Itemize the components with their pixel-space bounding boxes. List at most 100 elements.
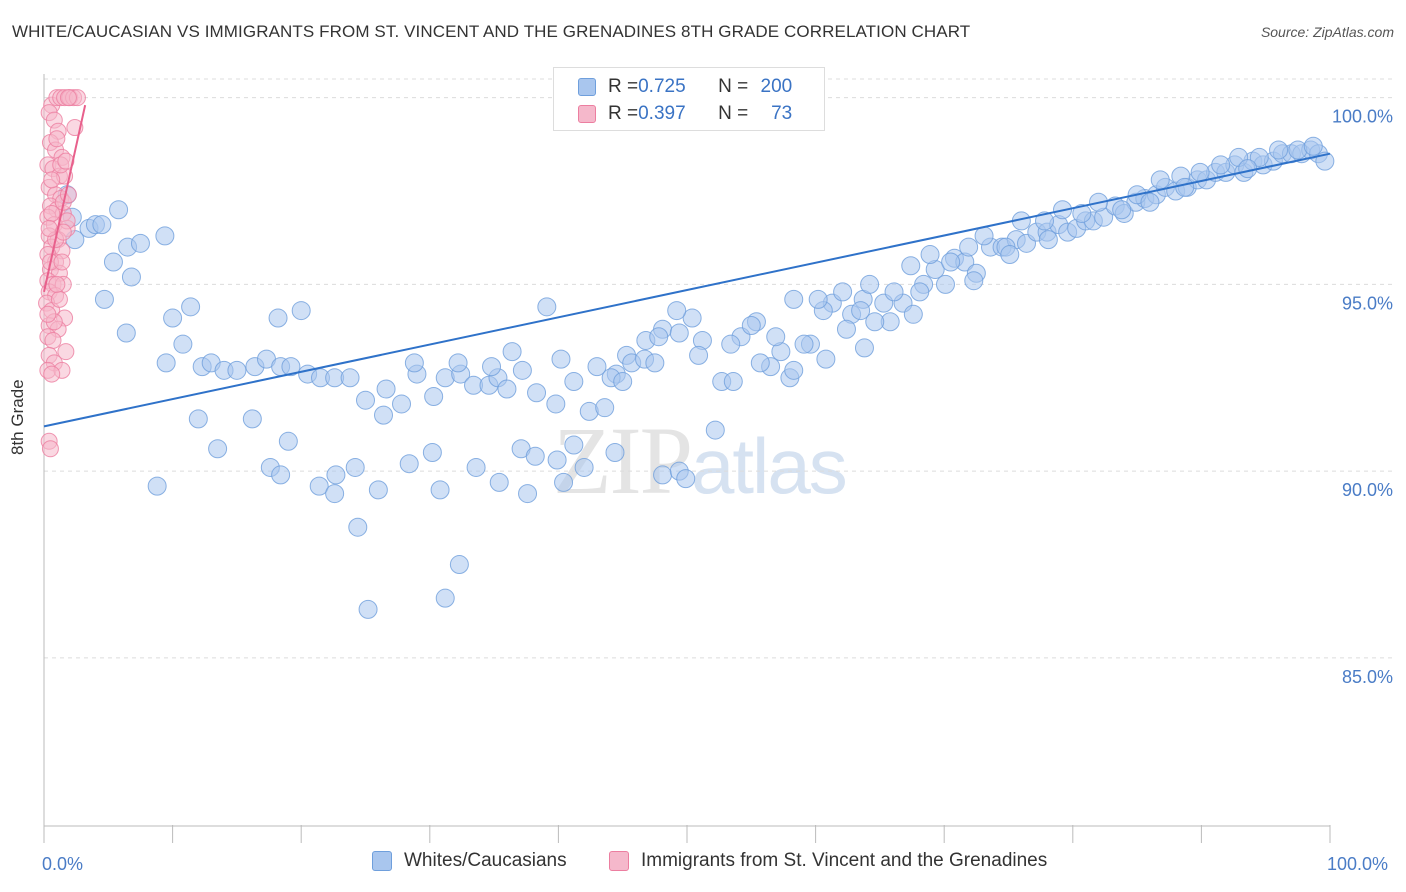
point-immigrants bbox=[50, 290, 68, 308]
point-whites bbox=[404, 353, 424, 373]
point-whites bbox=[1249, 147, 1269, 167]
point-whites bbox=[281, 357, 301, 377]
point-immigrants bbox=[43, 204, 61, 222]
legend-item-whites[interactable]: Whites/Caucasians bbox=[372, 850, 567, 872]
point-whites bbox=[103, 252, 123, 272]
y-tick-label: 85.0% bbox=[1342, 667, 1393, 687]
point-whites bbox=[653, 465, 673, 485]
point-whites bbox=[1112, 200, 1132, 220]
legend-row-whites: R = 0.725 N = 200 bbox=[578, 74, 792, 100]
point-whites bbox=[860, 274, 880, 294]
point-whites bbox=[649, 327, 669, 347]
legend-r-value: 0.725 bbox=[638, 76, 686, 97]
point-immigrants bbox=[48, 130, 66, 148]
point-whites bbox=[271, 465, 291, 485]
point-whites bbox=[808, 289, 828, 309]
point-whites bbox=[227, 360, 247, 380]
point-immigrants bbox=[57, 152, 75, 170]
y-tick-label: 90.0% bbox=[1342, 480, 1393, 500]
point-whites bbox=[109, 200, 129, 220]
point-whites bbox=[430, 480, 450, 500]
point-whites bbox=[130, 233, 150, 253]
trendline-whites bbox=[43, 152, 1331, 428]
point-whites bbox=[1038, 230, 1058, 250]
point-whites bbox=[1238, 159, 1258, 179]
point-whites bbox=[278, 431, 298, 451]
point-whites bbox=[750, 353, 770, 373]
legend-swatch-immigrants bbox=[578, 105, 596, 123]
point-whites bbox=[512, 360, 532, 380]
point-whites bbox=[435, 588, 455, 608]
point-whites bbox=[188, 409, 208, 429]
point-whites bbox=[392, 394, 412, 414]
point-whites bbox=[497, 379, 517, 399]
point-whites bbox=[156, 353, 176, 373]
point-whites bbox=[356, 390, 375, 410]
chart-title: WHITE/CAUCASIAN VS IMMIGRANTS FROM ST. V… bbox=[12, 22, 971, 41]
point-whites bbox=[613, 372, 633, 392]
point-whites bbox=[368, 480, 388, 500]
point-immigrants bbox=[48, 275, 66, 293]
point-whites bbox=[466, 457, 486, 477]
point-whites bbox=[551, 349, 571, 369]
point-whites bbox=[527, 383, 547, 403]
legend-r-label: R = bbox=[608, 103, 639, 124]
point-whites bbox=[449, 555, 469, 575]
point-whites bbox=[564, 372, 584, 392]
point-whites bbox=[935, 274, 955, 294]
point-whites bbox=[358, 599, 378, 619]
point-whites bbox=[574, 457, 594, 477]
point-whites bbox=[348, 517, 368, 537]
point-whites bbox=[94, 289, 114, 309]
legend-n-label: N = bbox=[718, 103, 749, 124]
point-immigrants bbox=[53, 253, 71, 271]
point-whites bbox=[1072, 203, 1092, 223]
y-tick-label: 95.0% bbox=[1342, 293, 1393, 313]
point-whites bbox=[374, 405, 394, 425]
point-whites bbox=[884, 282, 904, 302]
point-whites bbox=[554, 472, 574, 492]
point-immigrants bbox=[59, 186, 77, 204]
point-immigrants bbox=[39, 305, 57, 323]
point-whites bbox=[784, 360, 804, 380]
y-tick-label: 100.0% bbox=[1332, 107, 1393, 127]
point-whites bbox=[741, 316, 761, 336]
point-whites bbox=[587, 357, 607, 377]
point-immigrants bbox=[41, 440, 59, 458]
point-immigrants bbox=[44, 331, 62, 349]
x-tick-label-max: 100.0% bbox=[1327, 854, 1389, 874]
x-tick-label-min: 0.0% bbox=[42, 854, 84, 874]
point-whites bbox=[1150, 170, 1170, 190]
point-whites bbox=[92, 215, 112, 235]
point-whites bbox=[537, 297, 557, 317]
point-whites bbox=[784, 289, 804, 309]
point-whites bbox=[794, 334, 814, 354]
point-whites bbox=[121, 267, 141, 287]
point-whites bbox=[1269, 140, 1289, 160]
point-whites bbox=[865, 312, 885, 332]
point-whites bbox=[482, 357, 502, 377]
legend-r-value: 0.397 bbox=[638, 103, 686, 124]
legend-n-value: 73 bbox=[771, 103, 793, 124]
series-legend: Whites/Caucasians Immigrants from St. Vi… bbox=[0, 850, 1406, 878]
correlation-legend: R = 0.725 N = 200 R = 0.397 N = 73 bbox=[553, 67, 825, 131]
source-label: Source: ZipAtlas.com bbox=[1260, 24, 1394, 40]
point-whites bbox=[399, 454, 419, 474]
point-whites bbox=[163, 308, 183, 328]
point-whites bbox=[816, 349, 836, 369]
point-whites bbox=[705, 420, 725, 440]
point-whites bbox=[448, 353, 468, 373]
point-whites bbox=[766, 327, 786, 347]
point-immigrants bbox=[57, 343, 75, 361]
point-whites bbox=[502, 342, 522, 362]
point-whites bbox=[676, 469, 696, 489]
legend-item-immigrants[interactable]: Immigrants from St. Vincent and the Gren… bbox=[609, 850, 1047, 872]
point-whites bbox=[645, 353, 665, 373]
point-whites bbox=[525, 446, 545, 466]
point-whites bbox=[833, 282, 853, 302]
point-immigrants bbox=[54, 223, 72, 241]
point-whites bbox=[181, 297, 201, 317]
point-whites bbox=[268, 308, 288, 328]
point-whites bbox=[489, 472, 509, 492]
point-whites bbox=[309, 476, 329, 496]
